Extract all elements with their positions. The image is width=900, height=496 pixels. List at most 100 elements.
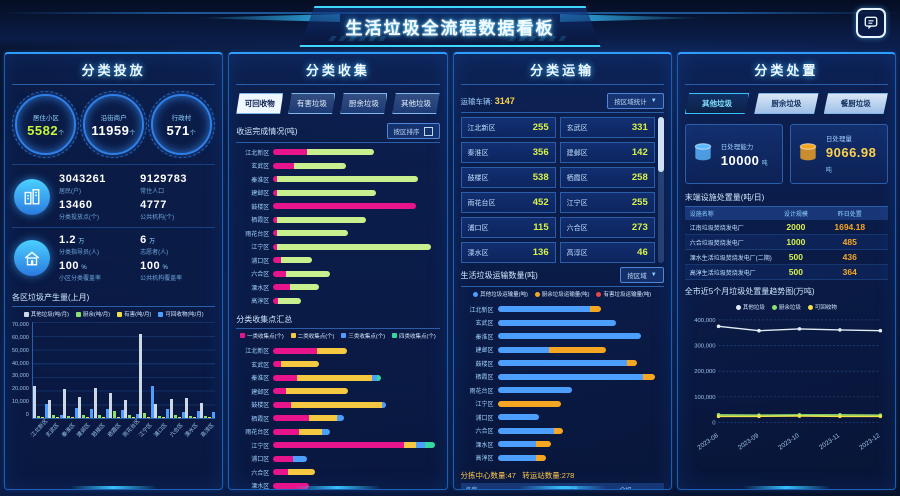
legend-item[interactable]: 其他垃圾运输量(吨) <box>473 290 528 298</box>
x-tick: 秦淮区 <box>60 422 77 439</box>
scrollbar-thumb[interactable] <box>657 117 664 173</box>
district-vehicle-cell: 六合区 273 <box>559 217 655 238</box>
table-row: 六合垃圾焚烧发电厂 1000 485 <box>684 235 888 250</box>
hbar-row: 雨花台区 <box>236 427 439 436</box>
stat-value: 100 % <box>140 260 169 272</box>
stat-value: 4777 <box>140 199 167 211</box>
legend-item[interactable]: 有害垃圾运输量(吨) <box>596 290 651 298</box>
transport-chart-legend: 其他垃圾运输量(吨) 厨余垃圾运输量(吨) 有害垃圾运输量(吨) <box>461 290 664 298</box>
scrollbar-track[interactable] <box>657 117 664 263</box>
hbar-label: 溧水区 <box>475 442 494 449</box>
sort-by-district-control[interactable]: 按区排序 <box>386 123 440 139</box>
card-label: 日处理量 <box>825 136 852 143</box>
region-stats-dropdown[interactable]: 按区域统计 ▼ <box>607 93 664 109</box>
header-wing-left <box>190 14 340 22</box>
legend-item[interactable]: 三类收集点(个) <box>341 332 385 340</box>
stat-item: 1.2 万分类指导员(人) <box>59 234 132 256</box>
legend-swatch-icon <box>473 291 479 297</box>
region-dropdown[interactable]: 按区域 ▼ <box>620 267 664 283</box>
tab-厨余垃圾[interactable]: 厨余垃圾 <box>754 93 819 114</box>
plant-actual: 436 <box>842 252 857 262</box>
bar <box>97 415 101 418</box>
hbar-row: 江北新区 <box>236 148 439 157</box>
bar <box>124 399 128 418</box>
hbar-segment <box>589 306 602 312</box>
legend-item[interactable]: 可回收物 <box>807 303 837 311</box>
stat-label: 分类投放点(个) <box>59 215 99 221</box>
message-icon-button[interactable] <box>856 8 886 38</box>
hbar-track <box>497 346 664 353</box>
tab-厨余垃圾[interactable]: 厨余垃圾 <box>340 93 388 114</box>
stat-unit: % <box>160 265 169 271</box>
hbar-segment <box>322 428 331 435</box>
stat-label: 分类指导员(人) <box>59 250 99 256</box>
hbar-label: 江宁区 <box>475 402 494 408</box>
district-name: 浦口区 <box>467 224 489 232</box>
hbar-row: 江宁区 <box>461 399 664 408</box>
x-tick: 六合区 <box>168 422 185 439</box>
bar-group <box>63 389 79 418</box>
hbar-row: 江宁区 <box>236 441 439 450</box>
district-vehicle-cell: 高淳区 46 <box>559 242 655 263</box>
tab-有害垃圾[interactable]: 有害垃圾 <box>288 93 336 114</box>
svg-text:2023-12: 2023-12 <box>858 432 882 451</box>
hbar-label: 雨花台区 <box>469 388 494 395</box>
hbar-track <box>273 374 439 381</box>
district-value: 115 <box>533 222 549 233</box>
district-value: 356 <box>532 147 549 158</box>
checkbox-icon[interactable] <box>423 126 433 136</box>
hbar-segment <box>281 361 320 367</box>
legend-item[interactable]: 一类收集点(个) <box>240 332 284 340</box>
hbar-segment <box>553 427 563 434</box>
district-vehicle-cell: 溧水区 136 <box>460 242 556 263</box>
legend-item[interactable]: 可回收物(吨/月) <box>158 310 204 318</box>
legend-item[interactable]: 其他垃圾 <box>735 303 765 311</box>
stat-group: 3043261 居民(户) 9129783 常住人口 13460 分类投放点(个) 4777… <box>12 167 215 227</box>
tab-其他垃圾[interactable]: 其他垃圾 <box>684 93 750 114</box>
transport-chart-title: 生活垃圾运输数量(吨) <box>460 270 538 280</box>
bar-group <box>124 399 140 418</box>
legend-item[interactable]: 四类收集点(个) <box>392 332 436 340</box>
district-value: 452 <box>532 197 549 208</box>
card-value: 9066.98 吨 <box>825 145 877 174</box>
hbar-label: 鼓楼区 <box>251 204 270 211</box>
hbar-label: 秦淮区 <box>251 376 270 382</box>
hbar-row: 建邺区 <box>236 387 439 396</box>
legend-item[interactable]: 有害(吨/月) <box>117 310 151 318</box>
district-output-chart-legend: 其他垃圾(吨/月) 厨余(吨/月) 有害(吨/月) 可回收物(吨/月) <box>12 310 215 318</box>
legend-item[interactable]: 厨余(吨/月) <box>75 310 110 318</box>
tab-其他垃圾[interactable]: 其他垃圾 <box>392 93 440 114</box>
hbar-segment <box>306 149 375 155</box>
bar-group <box>93 387 109 418</box>
legend-item[interactable]: 二类收集点(个) <box>290 332 334 340</box>
table-header-cell: 介绍 <box>592 485 659 490</box>
hbar-segment <box>273 203 416 209</box>
legend-item[interactable]: 其他垃圾(吨/月) <box>23 310 69 318</box>
x-axis-labels: 江北新区 玄武区 秦淮区 建邺区 鼓楼区 栖霞区 雨花台区 江宁区 浦口区 六合区 溧水区 高淳区 <box>30 418 215 443</box>
bar-group <box>139 334 155 418</box>
table-header-cell: 名称 <box>466 485 552 490</box>
legend-label: 厨余垃圾 <box>778 305 801 311</box>
hbar-segment <box>549 346 606 353</box>
transport-hbar-chart: 江北新区 玄武区 秦淮区 建邺区 鼓楼区 栖霞区 雨花台区 江宁区 浦口区 六合区 溧水区 高淳区 <box>461 300 664 467</box>
hbar-row: 玄武区 <box>236 161 439 170</box>
tab-可回收物[interactable]: 可回收物 <box>236 93 284 114</box>
bar <box>105 408 109 418</box>
hbar-segment <box>273 149 307 155</box>
stat-label: 小区分类覆盖率 <box>59 276 102 282</box>
hbar-row: 建邺区 <box>461 345 664 354</box>
hbar-track <box>497 414 664 420</box>
table-header-cell: 设施名称 <box>689 212 714 218</box>
trend-chart-title: 全市近5个月垃圾处置量趋势图(万吨) <box>684 287 815 296</box>
x-tick: 玄武区 <box>45 422 61 439</box>
stat-value: 1.2 万 <box>59 234 85 246</box>
hbar-segment <box>285 270 331 277</box>
hbar-track <box>273 176 439 182</box>
hbar-label: 江宁区 <box>251 245 270 251</box>
legend-label: 可回收物 <box>814 305 837 311</box>
bar <box>32 386 36 418</box>
legend-item[interactable]: 厨余垃圾 <box>771 303 801 311</box>
bar <box>166 409 170 418</box>
legend-item[interactable]: 厨余垃圾运输量(吨) <box>534 290 589 298</box>
tab-餐厨垃圾[interactable]: 餐厨垃圾 <box>823 93 889 114</box>
